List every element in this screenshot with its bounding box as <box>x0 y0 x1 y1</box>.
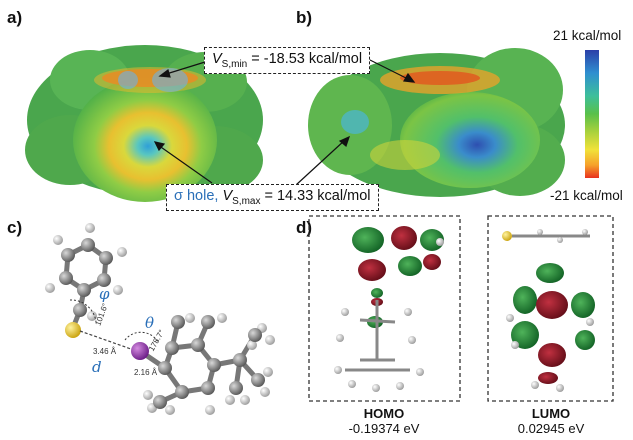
lumo-energy: 0.02945 eV <box>517 421 585 436</box>
lumo-box <box>487 215 614 402</box>
vmin-value: = -18.53 kcal/mol <box>247 51 363 67</box>
distance-d-label: d <box>92 358 102 376</box>
homo-name: HOMO <box>363 406 405 421</box>
sulfur-atom <box>65 322 81 338</box>
lumo-caption: LUMO 0.02945 eV <box>481 406 621 436</box>
iodine-atom <box>131 342 149 360</box>
lumo-name: LUMO <box>531 406 571 421</box>
theta-label: θ <box>145 314 155 332</box>
vmax-value: = 14.33 kcal/mol <box>260 188 371 204</box>
vmin-symbol: V <box>212 51 222 67</box>
panel-label-d: d) <box>296 218 313 237</box>
phi-label: φ <box>99 285 110 303</box>
esp-surface-a <box>25 45 263 202</box>
homo-orbital <box>334 226 444 392</box>
lumo-orbital <box>502 229 595 392</box>
panel-label-a: a) <box>7 8 23 27</box>
scale-top-label: 21 kcal/mol <box>553 28 622 43</box>
homo-caption: HOMO -0.19374 eV <box>314 406 454 436</box>
bond-length-value: 2.16 Å <box>134 368 158 377</box>
homo-energy: -0.19374 eV <box>348 421 420 436</box>
esp-surface-b <box>308 48 565 197</box>
panel-label-b: b) <box>296 8 313 27</box>
distance-d-value: 3.46 Å <box>93 347 117 356</box>
molecule-c <box>45 223 275 415</box>
sigma-hole-label: σ hole, <box>174 188 219 204</box>
scale-bottom-label: -21 kcal/mol <box>550 188 623 203</box>
vmin-subscript: S,min <box>221 58 248 70</box>
vmax-callout: σ hole, VS,max = 14.33 kcal/mol <box>166 184 379 211</box>
vmax-symbol: V <box>222 188 233 204</box>
callout-arrows <box>153 57 416 186</box>
vmax-subscript: S,max <box>232 195 261 207</box>
vmin-callout: VS,min = -18.53 kcal/mol <box>204 47 371 74</box>
color-scale-bar <box>585 50 599 178</box>
panel-label-c: c) <box>7 218 23 237</box>
